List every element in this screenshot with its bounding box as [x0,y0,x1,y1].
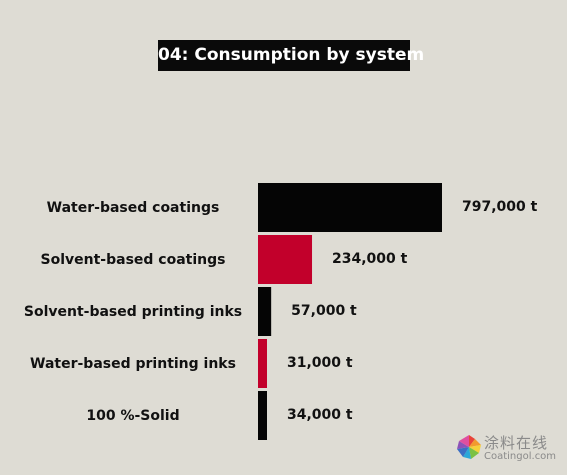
category-label-3: Water-based printing inks [30,356,236,372]
watermark: 涂料在线 Coatingol.com [456,432,561,466]
category-label-1: Solvent-based coatings [41,252,226,268]
watermark-url: Coatingol.com [484,451,557,462]
bar-0 [258,183,442,232]
bar-2 [258,287,272,336]
watermark-cn-text: 涂料在线 [484,434,549,452]
bar-4 [258,391,267,440]
bar-3 [258,339,267,388]
value-label-0: 797,000 t [462,199,538,215]
chart-title: 04: Consumption by system [158,40,424,71]
category-label-4: 100 %-Solid [86,408,179,424]
category-label-2: Solvent-based printing inks [24,304,242,320]
value-label-1: 234,000 t [332,251,408,267]
value-label-2: 57,000 t [291,303,357,319]
category-label-0: Water-based coatings [47,200,220,216]
bar-1 [258,235,313,284]
value-label-4: 34,000 t [287,407,353,423]
value-label-3: 31,000 t [287,355,353,371]
pinwheel-logo-icon [457,435,481,459]
